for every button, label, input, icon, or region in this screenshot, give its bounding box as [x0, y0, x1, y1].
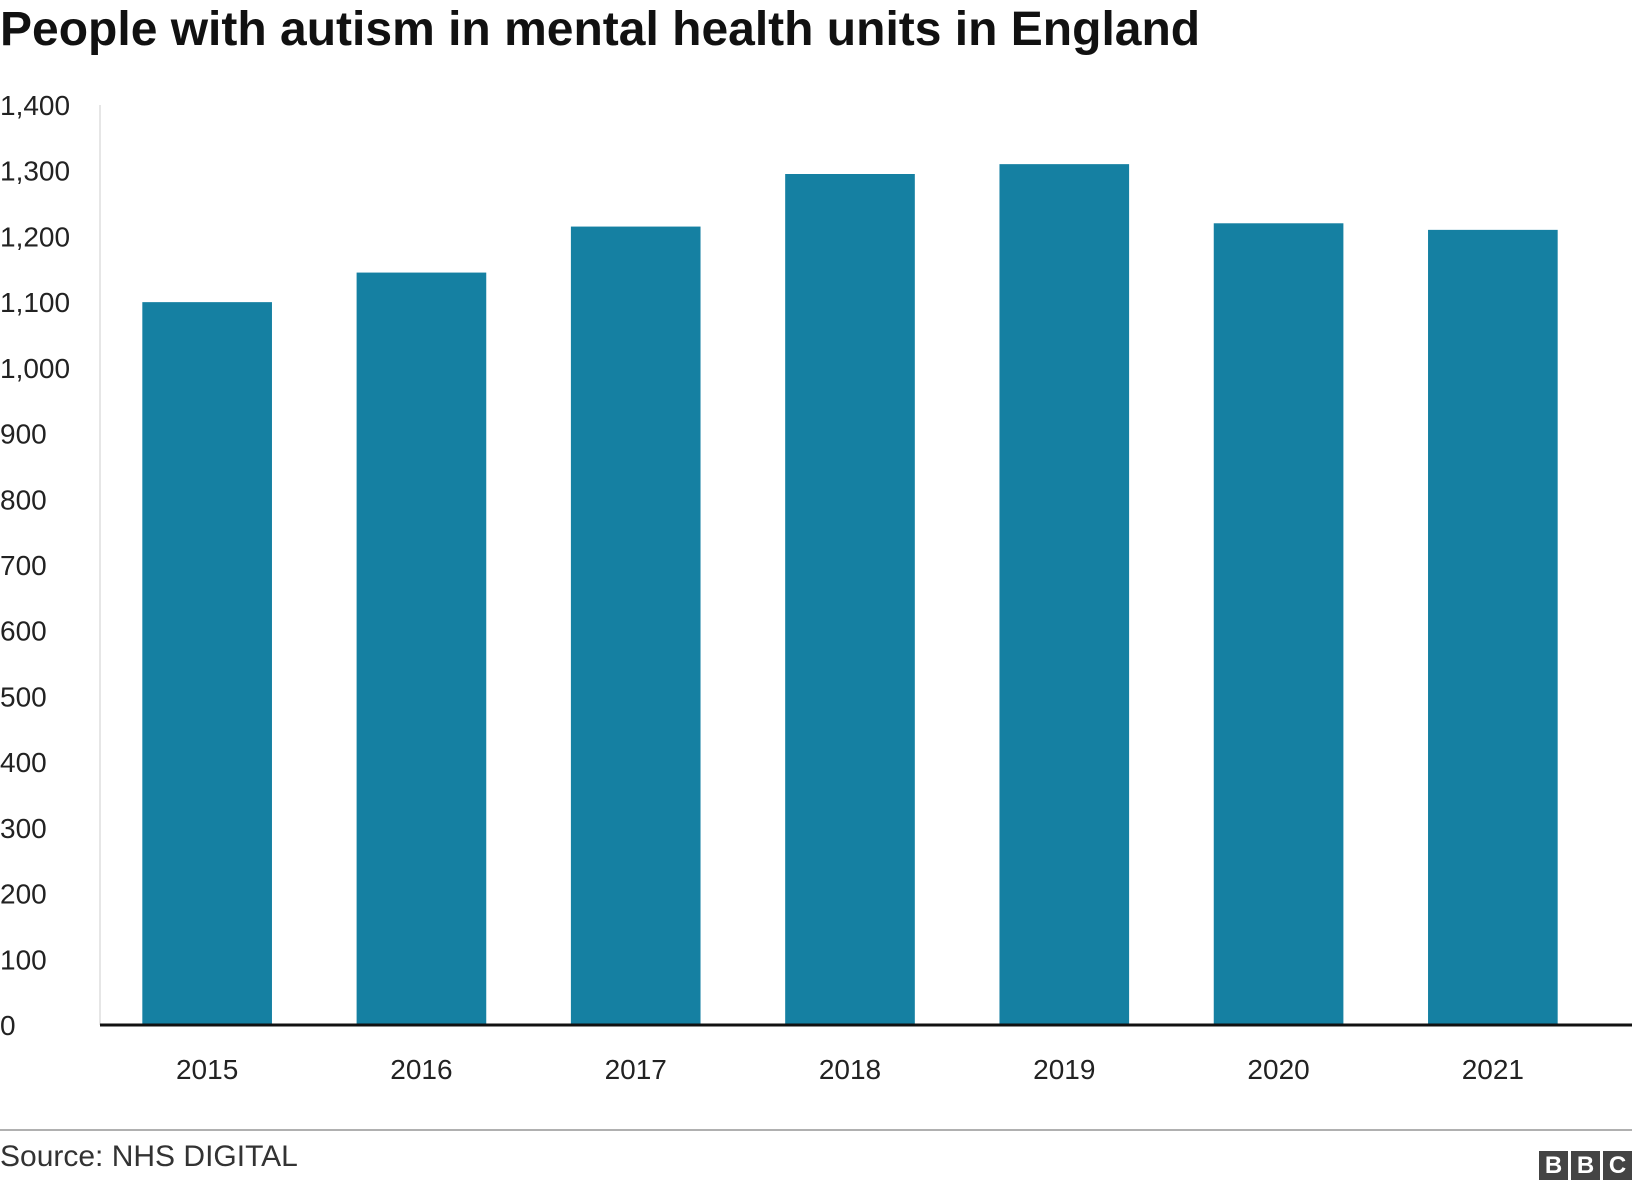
y-tick-label: 1,200	[0, 221, 70, 252]
y-tick-label: 200	[0, 879, 47, 910]
bar-2019	[999, 164, 1130, 1026]
bar-2016	[356, 272, 487, 1026]
x-axis: 2015 2016 2017 2018 2019 2020 2021	[100, 1023, 1632, 1085]
y-tick-label: 700	[0, 550, 47, 581]
x-tick-label: 2019	[1033, 1054, 1095, 1085]
y-tick-label: 1,100	[0, 287, 70, 318]
source-note: Source: NHS DIGITAL	[0, 1140, 298, 1173]
bbc-logo-letter: B	[1571, 1151, 1600, 1180]
y-tick-label: 300	[0, 813, 47, 844]
x-tick-label: 2016	[390, 1054, 452, 1085]
bar-2020	[1213, 223, 1344, 1026]
y-tick-label: 1,300	[0, 156, 70, 187]
y-axis: 0 100 200 300 400 500 600 700 800 900 1,000 1,100 1,…	[0, 90, 101, 1041]
y-tick-label: 400	[0, 747, 47, 778]
x-tick-label: 2020	[1247, 1054, 1309, 1085]
x-tick-label: 2015	[176, 1054, 238, 1085]
y-tick-label: 0	[0, 1010, 16, 1041]
x-tick-label: 2017	[605, 1054, 667, 1085]
bbc-logo-letter: B	[1539, 1151, 1568, 1180]
y-tick-label: 600	[0, 616, 47, 647]
bar-2021	[1428, 229, 1558, 1025]
bar-2015	[142, 302, 272, 1026]
bar-2017	[570, 226, 701, 1026]
bbc-logo: B B C	[1539, 1151, 1632, 1180]
y-tick-label: 1,400	[0, 90, 70, 121]
bar-chart: 0 100 200 300 400 500 600 700 800 900 1,000 1,100 1,…	[0, 90, 1632, 1085]
chart-title: People with autism in mental health unit…	[0, 3, 1201, 56]
bbc-logo-letter: C	[1603, 1151, 1632, 1180]
y-tick-label: 900	[0, 419, 47, 450]
y-tick-label: 100	[0, 944, 47, 975]
y-tick-label: 500	[0, 681, 47, 712]
footer-divider	[0, 1129, 1632, 1131]
y-tick-label: 1,000	[0, 353, 70, 384]
bar-2018	[785, 174, 915, 1025]
x-tick-label: 2018	[819, 1054, 881, 1085]
y-tick-label: 800	[0, 484, 47, 515]
x-tick-label: 2021	[1462, 1054, 1524, 1085]
bars	[142, 164, 1558, 1026]
